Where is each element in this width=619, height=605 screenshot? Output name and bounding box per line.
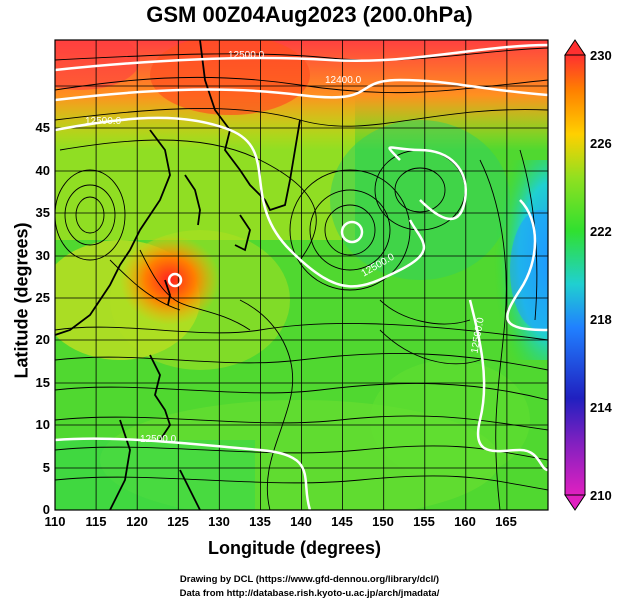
x-tick: 140: [290, 514, 312, 529]
y-tick: 45: [35, 120, 50, 135]
y-tick: 25: [35, 290, 50, 305]
colorbar-tick: 214: [590, 400, 612, 415]
contour-label: 12400.0: [325, 75, 362, 86]
contour-label: 12500.0: [228, 50, 265, 61]
colorbar: [564, 39, 586, 511]
y-tick: 20: [35, 332, 50, 347]
x-tick: 150: [372, 514, 394, 529]
y-tick: 30: [35, 248, 50, 263]
x-axis-label: Longitude (degrees): [207, 538, 381, 558]
credit-data: Data from http://database.rish.kyoto-u.a…: [179, 588, 440, 599]
x-tick: 160: [454, 514, 476, 529]
chart-title: GSM 00Z04Aug2023 (200.0hPa): [146, 2, 473, 27]
x-tick: 115: [85, 514, 107, 529]
x-tick: 120: [126, 514, 148, 529]
colorbar-tick: 226: [590, 136, 612, 151]
x-tick: 165: [495, 514, 517, 529]
y-tick: 40: [35, 163, 50, 178]
y-tick: 5: [42, 460, 50, 475]
y-axis-label: Latitude (degrees): [11, 222, 32, 379]
x-tick: 145: [331, 514, 353, 529]
x-tick: 125: [167, 514, 189, 529]
colorbar-tick: 230: [590, 48, 612, 63]
x-tick: 155: [413, 514, 435, 529]
temperature-field: [55, 40, 548, 510]
contour-label: 12500.0: [85, 116, 122, 127]
height-contours: [55, 43, 548, 510]
x-tick: 130: [208, 514, 230, 529]
x-tick: 110: [44, 514, 66, 529]
grid-lines: [55, 40, 548, 510]
credit-drawing: Drawing by DCL (https://www.gfd-dennou.o…: [179, 574, 440, 585]
y-tick: 0: [42, 502, 50, 517]
colorbar-tick: 210: [590, 488, 612, 503]
colorbar-tick: 222: [590, 224, 612, 239]
y-tick: 15: [35, 375, 50, 390]
colorbar-tick: 218: [590, 312, 612, 327]
x-tick: 135: [249, 514, 271, 529]
contour-label: 12500.0: [140, 434, 177, 445]
plot-frame: [54, 39, 549, 511]
y-tick: 35: [35, 205, 50, 220]
y-tick: 10: [35, 417, 50, 432]
